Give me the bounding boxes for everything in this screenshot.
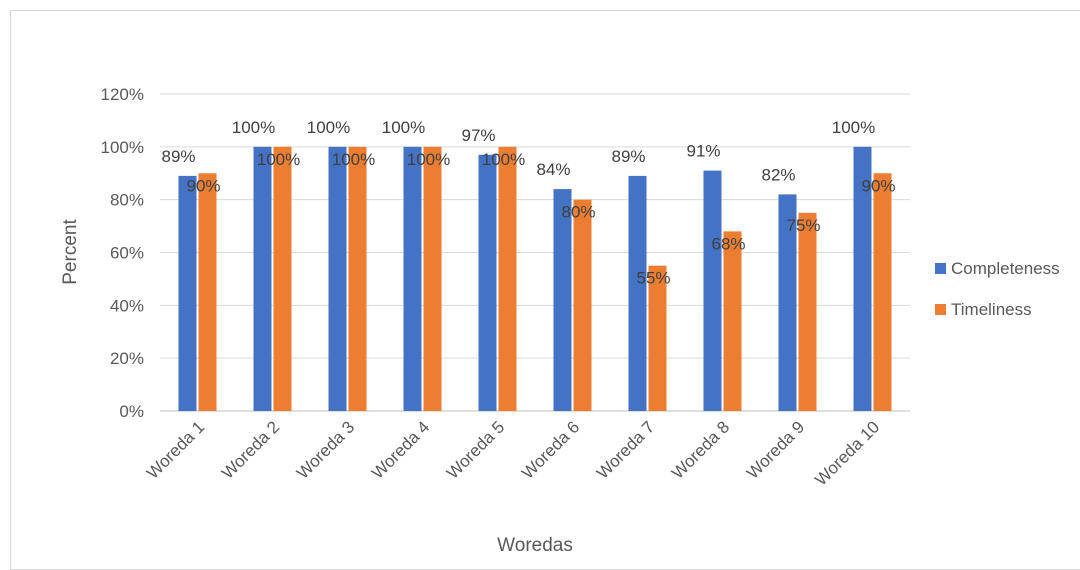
x-axis-title: Woredas: [497, 535, 573, 556]
y-axis-ticks: 0% 20% 40% 60% 80% 100% 120%: [101, 85, 144, 421]
y-tick-label: 20%: [110, 349, 144, 368]
data-label-timeliness: 90%: [186, 176, 220, 195]
legend-swatch-completeness: [935, 263, 946, 274]
y-tick-label: 80%: [110, 191, 144, 210]
x-axis-ticks: Woreda 1 Woreda 2 Woreda 3 Woreda 4 Woreda 5…: [143, 417, 883, 489]
data-labels: 89% 90% 100% 100% 100% 100% 100% 100% 97% 100% 84%…: [161, 118, 895, 288]
y-tick-label: 60%: [110, 244, 144, 263]
legend: Completeness Timeliness: [935, 259, 1060, 319]
bar-timeliness: [873, 173, 892, 411]
data-label-completeness: 89%: [161, 147, 195, 166]
y-tick-label: 120%: [101, 85, 144, 104]
x-tick-label: Woreda 1: [143, 417, 208, 482]
x-tick-label: Woreda 9: [743, 417, 808, 482]
data-label-completeness: 100%: [382, 118, 425, 137]
bar-completeness: [178, 175, 197, 411]
bar-timeliness: [648, 265, 667, 411]
data-label-timeliness: 68%: [711, 234, 745, 253]
data-label-completeness: 89%: [611, 147, 645, 166]
bar-completeness: [703, 170, 722, 411]
x-tick-label: Woreda 4: [368, 417, 433, 482]
legend-label-completeness: Completeness: [951, 259, 1060, 278]
legend-swatch-timeliness: [935, 304, 946, 315]
bar-timeliness: [573, 199, 592, 411]
data-label-timeliness: 100%: [332, 150, 375, 169]
gridlines: [160, 93, 910, 412]
bar-completeness: [328, 146, 347, 412]
bar-chart: 0% 20% 40% 60% 80% 100% 120% 89% 90% 100% 100% 100…: [60, 85, 1060, 556]
x-tick-label: Woreda 8: [668, 417, 733, 482]
x-tick-label: Woreda 5: [443, 417, 508, 482]
bar-completeness: [778, 194, 797, 411]
data-label-timeliness: 100%: [257, 150, 300, 169]
data-label-timeliness: 100%: [407, 150, 450, 169]
bar-timeliness: [348, 146, 367, 412]
x-tick-label: Woreda 6: [518, 417, 583, 482]
bar-timeliness: [498, 146, 517, 412]
y-tick-label: 0%: [119, 402, 144, 421]
bar-timeliness: [723, 231, 742, 411]
x-tick-label: Woreda 3: [293, 417, 358, 482]
bar-timeliness: [423, 146, 442, 412]
data-label-completeness: 84%: [536, 160, 570, 179]
bar-completeness: [628, 175, 647, 411]
bars: [178, 146, 892, 412]
x-tick-label: Woreda 10: [811, 417, 883, 489]
bar-completeness: [253, 146, 272, 412]
data-label-completeness: 100%: [307, 118, 350, 137]
x-tick-label: Woreda 7: [593, 417, 658, 482]
bar-timeliness: [798, 212, 817, 411]
bar-completeness: [403, 146, 422, 412]
y-tick-label: 100%: [101, 138, 144, 157]
legend-label-timeliness: Timeliness: [951, 300, 1032, 319]
data-label-completeness: 100%: [832, 118, 875, 137]
bar-completeness: [553, 189, 572, 411]
data-label-timeliness: 80%: [561, 203, 595, 222]
data-label-completeness: 97%: [461, 126, 495, 145]
bar-timeliness: [273, 146, 292, 412]
x-tick-label: Woreda 2: [218, 417, 283, 482]
data-label-timeliness: 100%: [482, 150, 525, 169]
data-label-completeness: 91%: [686, 142, 720, 161]
bar-completeness: [853, 146, 872, 412]
data-label-completeness: 100%: [232, 118, 275, 137]
y-tick-label: 40%: [110, 296, 144, 315]
bar-timeliness: [198, 173, 217, 411]
data-label-timeliness: 55%: [636, 269, 670, 288]
y-axis-title: Percent: [60, 219, 81, 285]
data-label-timeliness: 75%: [786, 216, 820, 235]
data-label-timeliness: 90%: [861, 176, 895, 195]
bar-completeness: [478, 154, 497, 411]
data-label-completeness: 82%: [761, 165, 795, 184]
